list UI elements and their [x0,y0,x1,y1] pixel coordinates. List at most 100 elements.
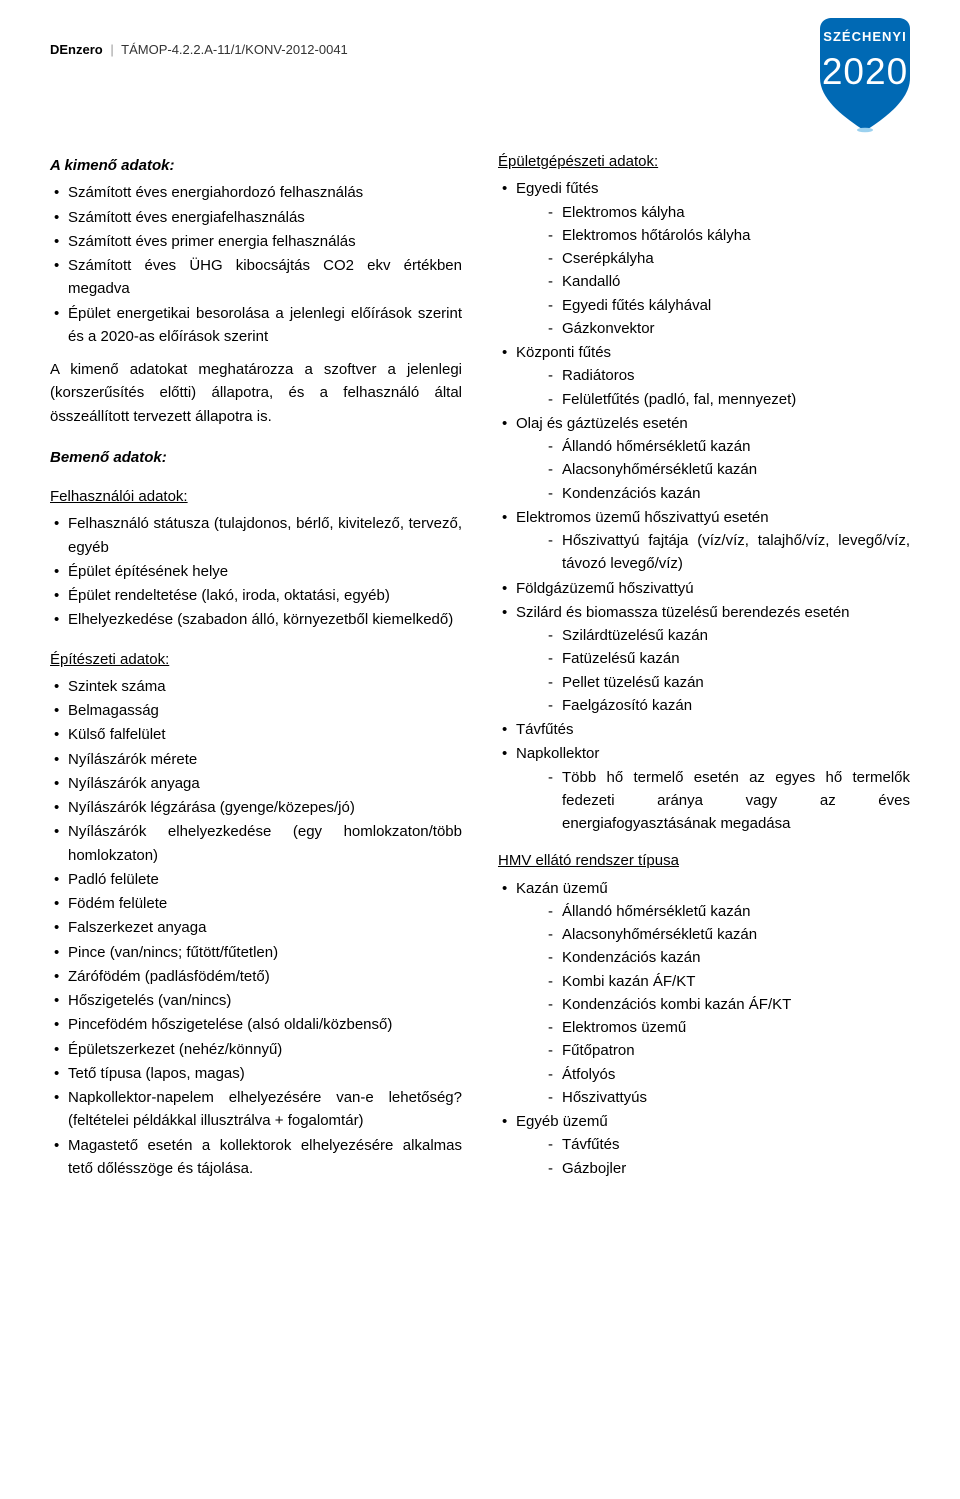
sub-list-item: Kondenzációs kombi kazán ÁF/KT [544,993,910,1016]
sub-list-item: Elektromos üzemű [544,1016,910,1039]
sub-list-item: Szilárdtüzelésű kazán [544,624,910,647]
sub-list-item: Egyedi fűtés kályhával [544,294,910,317]
list-item: Födém felülete [50,892,462,915]
list-item: Elhelyezkedése (szabadon álló, környezet… [50,608,462,631]
list-item: Kazán üzemű Állandó hőmérsékletű kazánAla… [498,877,910,1110]
list-item: Tető típusa (lapos, magas) [50,1062,462,1085]
list-item: Napkollektor-napelem elhelyezésére van-e… [50,1086,462,1133]
output-data-list: Számított éves energiahordozó felhasznál… [50,181,462,348]
sub-list: Állandó hőmérsékletű kazánAlacsonyhőmérs… [544,900,910,1109]
list-item: Belmagasság [50,699,462,722]
sub-list-item: Hőszivattyús [544,1086,910,1109]
sub-list-item: Távfűtés [544,1133,910,1156]
list-item-label: Távfűtés [516,721,574,738]
list-item: Egyedi fűtés Elektromos kályhaElektromos … [498,177,910,340]
sub-list: Több hő termelő esetén az egyes hő terme… [544,766,910,836]
sub-list-item: Kondenzációs kazán [544,946,910,969]
list-item: Földgázüzemű hőszivattyú [498,577,910,600]
logo-year: 2020 [822,51,908,92]
list-item: Szilárd és biomassza tüzelésű berendezés… [498,601,910,717]
list-item: Hőszigetelés (van/nincs) [50,989,462,1012]
list-item: Zárófödém (padlásfödém/tető) [50,965,462,988]
list-item: Napkollektor Több hő termelő esetén az eg… [498,742,910,835]
list-item: Számított éves energiafelhasználás [50,206,462,229]
list-item-label: Egyedi fűtés [516,180,599,197]
list-item: Szintek száma [50,675,462,698]
list-item: Padló felülete [50,868,462,891]
sub-list: Elektromos kályhaElektromos hőtárolós ká… [544,201,910,341]
list-item-label: Földgázüzemű hőszivattyú [516,580,694,597]
list-item-label: Központi fűtés [516,344,611,361]
list-item: Nyílászárók elhelyezkedése (egy homlokza… [50,820,462,867]
sub-list-item: Fűtőpatron [544,1039,910,1062]
right-column: Épületgépészeti adatok: Egyedi fűtés Elek… [498,150,910,1190]
hmv-list: Kazán üzemű Állandó hőmérsékletű kazánAla… [498,877,910,1180]
list-item: Külső falfelület [50,723,462,746]
list-item: Elektromos üzemű hőszivattyú esetén Hőszi… [498,506,910,576]
list-item-label: Egyéb üzemű [516,1113,608,1130]
list-item: Távfűtés [498,718,910,741]
list-item-label: Napkollektor [516,745,599,762]
user-data-list: Felhasználó státusza (tulajdonos, bérlő,… [50,512,462,631]
sub-list-item: Cserépkályha [544,247,910,270]
list-item: Nyílászárók légzárása (gyenge/közepes/jó… [50,796,462,819]
list-item: Épület építésének helye [50,560,462,583]
list-item: Felhasználó státusza (tulajdonos, bérlő,… [50,512,462,559]
sub-list-item: Faelgázosító kazán [544,694,910,717]
sub-list-item: Alacsonyhőmérsékletű kazán [544,923,910,946]
sub-list-item: Állandó hőmérsékletű kazán [544,435,910,458]
sub-list-item: Gázkonvektor [544,317,910,340]
arch-data-list: Szintek számaBelmagasságKülső falfelület… [50,675,462,1180]
logo-top-text: SZÉCHENYI [823,29,906,44]
arch-data-heading: Építészeti adatok: [50,648,462,671]
output-paragraph: A kimenő adatokat meghatározza a szoftve… [50,358,462,428]
page-header: DEnzero | TÁMOP-4.2.2.A-11/1/KONV-2012-0… [50,40,910,60]
brand-name: DEnzero [50,42,103,57]
list-item-label: Kazán üzemű [516,880,608,897]
content-columns: A kimenő adatok: Számított éves energiah… [50,150,910,1190]
list-item: Számított éves ÜHG kibocsájtás CO2 ekv é… [50,254,462,301]
list-item: Pincefödém hőszigetelése (alsó oldali/kö… [50,1013,462,1036]
header-separator: | [110,42,113,57]
sub-list-item: Kombi kazán ÁF/KT [544,970,910,993]
input-data-title: Bemenő adatok: [50,446,462,469]
sub-list-item: Átfolyós [544,1063,910,1086]
hmv-heading: HMV ellátó rendszer típusa [498,849,910,872]
sub-list-item: Elektromos kályha [544,201,910,224]
sub-list-item: Kondenzációs kazán [544,482,910,505]
sub-list-item: Állandó hőmérsékletű kazán [544,900,910,923]
sub-list: TávfűtésGázbojler [544,1133,910,1180]
list-item: Számított éves energiahordozó felhasznál… [50,181,462,204]
list-item: Falszerkezet anyaga [50,916,462,939]
sub-list-item: Fatüzelésű kazán [544,647,910,670]
left-column: A kimenő adatok: Számított éves energiah… [50,150,462,1190]
sub-list-item: Felületfűtés (padló, fal, mennyezet) [544,388,910,411]
sub-list-item: Elektromos hőtárolós kályha [544,224,910,247]
sub-list: Szilárdtüzelésű kazánFatüzelésű kazánPel… [544,624,910,717]
sub-list-item: Gázbojler [544,1157,910,1180]
list-item: Olaj és gáztüzelés esetén Állandó hőmérsé… [498,412,910,505]
list-item-label: Olaj és gáztüzelés esetén [516,415,688,432]
user-data-heading: Felhasználói adatok: [50,485,462,508]
list-item: Magastető esetén a kollektorok elhelyezé… [50,1134,462,1181]
list-item-label: Szilárd és biomassza tüzelésű berendezés… [516,604,850,621]
szechenyi-2020-logo: SZÉCHENYI 2020 [810,18,920,133]
list-item: Nyílászárók anyaga [50,772,462,795]
mech-data-heading: Épületgépészeti adatok: [498,150,910,173]
sub-list-item: Több hő termelő esetén az egyes hő terme… [544,766,910,836]
mech-data-list: Egyedi fűtésElektromos kályhaElektromos … [498,177,910,835]
output-data-title: A kimenő adatok: [50,154,462,177]
list-item: Központi fűtés RadiátorosFelületfűtés (pa… [498,341,910,411]
list-item: Épület energetikai besorolása a jelenleg… [50,302,462,349]
list-item: Pince (van/nincs; fűtött/fűtetlen) [50,941,462,964]
sub-list: Állandó hőmérsékletű kazánAlacsonyhőmérs… [544,435,910,505]
project-code: TÁMOP-4.2.2.A-11/1/KONV-2012-0041 [121,42,348,57]
sub-list: Hőszivattyú fajtája (víz/víz, talajhő/ví… [544,529,910,576]
list-item-label: Elektromos üzemű hőszivattyú esetén [516,509,769,526]
sub-list-item: Hőszivattyú fajtája (víz/víz, talajhő/ví… [544,529,910,576]
sub-list-item: Kandalló [544,270,910,293]
list-item: Épületszerkezet (nehéz/könnyű) [50,1038,462,1061]
list-item: Számított éves primer energia felhasznál… [50,230,462,253]
sub-list: RadiátorosFelületfűtés (padló, fal, menn… [544,364,910,411]
list-item: Nyílászárók mérete [50,748,462,771]
